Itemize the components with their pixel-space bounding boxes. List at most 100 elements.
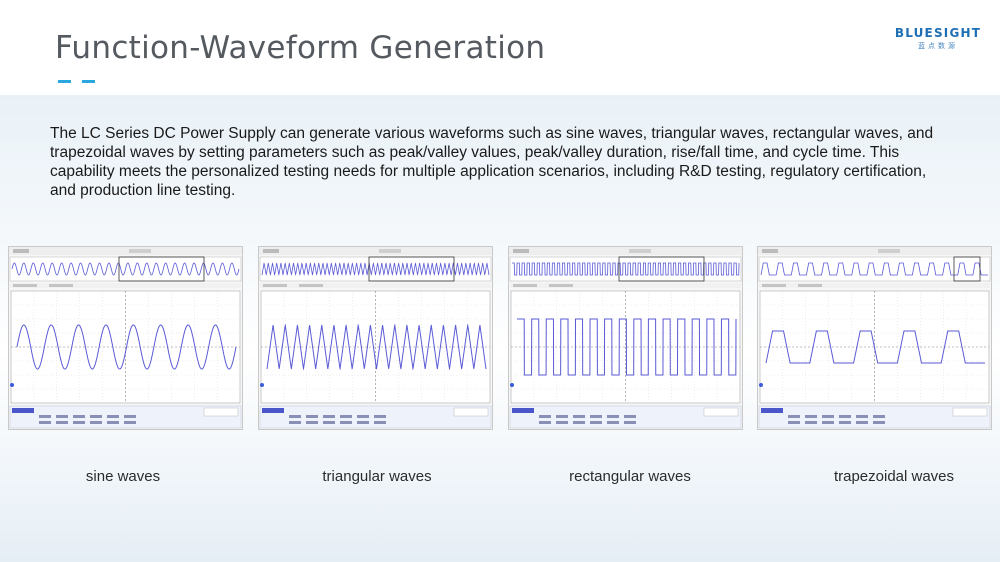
scope-top-bar: [758, 247, 991, 255]
scope-top-bar: [259, 247, 492, 255]
scope-measure-value: [107, 415, 119, 418]
scope-channel-badge: [512, 408, 534, 413]
scope-measure-value: [539, 421, 551, 424]
scope-timestamp-box: [703, 407, 739, 417]
oscilloscope-screenshot-sine: [8, 246, 243, 430]
scope-svg: [259, 247, 492, 429]
scope-info-line: [510, 283, 741, 288]
scope-timebase-indicator: [878, 249, 900, 253]
scope-measure-value: [839, 421, 851, 424]
brand-logo: BLUESIGHT 蓝点数源: [893, 26, 983, 51]
scope-measure-value: [573, 421, 585, 424]
scope-measure-value: [107, 421, 119, 424]
scope-svg: [9, 247, 242, 429]
scope-measure-value: [357, 415, 369, 418]
scope-measure-value: [788, 415, 800, 418]
scope-status-indicator: [513, 249, 529, 253]
scope-overview-trace: [261, 262, 490, 276]
scope-timestamp-box: [952, 407, 988, 417]
scope-info-chip: [263, 284, 287, 287]
scope-measure-value: [289, 415, 301, 418]
scope-main-trace: [266, 323, 487, 371]
scope-channel-marker: [10, 383, 14, 387]
scope-measure-value: [624, 421, 636, 424]
scope-svg: [758, 247, 991, 429]
scope-measure-value: [306, 415, 318, 418]
scope-measure-value: [374, 415, 386, 418]
scope-info-line: [260, 283, 491, 288]
logo-subtext: 蓝点数源: [918, 43, 958, 50]
scope-main-trace: [517, 318, 737, 376]
scope-channel-marker: [759, 383, 763, 387]
scope-top-bar: [509, 247, 742, 255]
scope-measure-value: [289, 421, 301, 424]
scope-measure-value: [805, 421, 817, 424]
title-accent-bar: [82, 80, 95, 83]
scope-info-chip: [13, 284, 37, 287]
scope-info-line: [759, 283, 990, 288]
scope-measure-value: [839, 415, 851, 418]
scope-measure-value: [573, 415, 585, 418]
scope-measure-value: [340, 415, 352, 418]
scope-measure-value: [856, 415, 868, 418]
page-title: Function-Waveform Generation: [55, 30, 546, 66]
scope-measure-value: [39, 421, 51, 424]
scope-measure-value: [73, 421, 85, 424]
caption-trapezoid: trapezoidal waves: [833, 468, 955, 485]
scope-measure-value: [90, 421, 102, 424]
scope-top-bar: [9, 247, 242, 255]
scope-timestamp-box: [203, 407, 239, 417]
scope-measure-value: [607, 415, 619, 418]
scope-zoom-window: [118, 256, 205, 282]
scope-overview-trace: [760, 262, 988, 276]
scope-measure-value: [873, 421, 885, 424]
scope-measure-value: [340, 421, 352, 424]
scope-measure-value: [124, 421, 136, 424]
scope-measure-value: [539, 415, 551, 418]
scope-measure-value: [822, 415, 834, 418]
caption-sine: sine waves: [85, 468, 161, 485]
oscilloscope-screenshot-triangle: [258, 246, 493, 430]
scope-measure-value: [805, 415, 817, 418]
scope-measure-value: [556, 421, 568, 424]
scope-measure-value: [856, 421, 868, 424]
scope-channel-badge: [12, 408, 34, 413]
scope-measure-value: [374, 421, 386, 424]
scope-timebase-indicator: [379, 249, 401, 253]
scope-info-chip: [49, 284, 73, 287]
scope-info-chip: [513, 284, 537, 287]
scope-measure-value: [323, 415, 335, 418]
scope-overview-trace: [11, 262, 240, 276]
scope-measure-value: [624, 415, 636, 418]
scope-measure-value: [822, 421, 834, 424]
scope-info-chip: [299, 284, 323, 287]
scope-info-chip: [762, 284, 786, 287]
scope-overview-trace: [512, 262, 740, 276]
scope-measure-value: [306, 421, 318, 424]
caption-triangle: triangular waves: [322, 468, 432, 485]
scope-measure-value: [124, 415, 136, 418]
caption-rectangle: rectangular waves: [569, 468, 691, 485]
scope-measure-value: [590, 415, 602, 418]
scope-channel-marker: [510, 383, 514, 387]
scope-measure-value: [73, 415, 85, 418]
scope-info-chip: [798, 284, 822, 287]
logo-text: BLUESIGHT: [894, 26, 982, 40]
scope-measure-value: [56, 421, 68, 424]
scope-zoom-window: [953, 256, 981, 282]
scope-measure-value: [56, 415, 68, 418]
scope-measure-value: [590, 421, 602, 424]
scope-measure-value: [39, 415, 51, 418]
scope-main-trace: [765, 330, 985, 364]
scope-info-chip: [549, 284, 573, 287]
title-accent-bar: [58, 80, 71, 83]
scope-main-trace: [16, 324, 237, 370]
description-paragraph: The LC Series DC Power Supply can genera…: [50, 125, 934, 199]
scope-timebase-indicator: [629, 249, 651, 253]
scope-zoom-window: [368, 256, 455, 282]
scope-status-indicator: [263, 249, 279, 253]
scope-timestamp-box: [453, 407, 489, 417]
scope-svg: [509, 247, 742, 429]
scope-channel-marker: [260, 383, 264, 387]
oscilloscope-screenshot-trapezoid: [757, 246, 992, 430]
